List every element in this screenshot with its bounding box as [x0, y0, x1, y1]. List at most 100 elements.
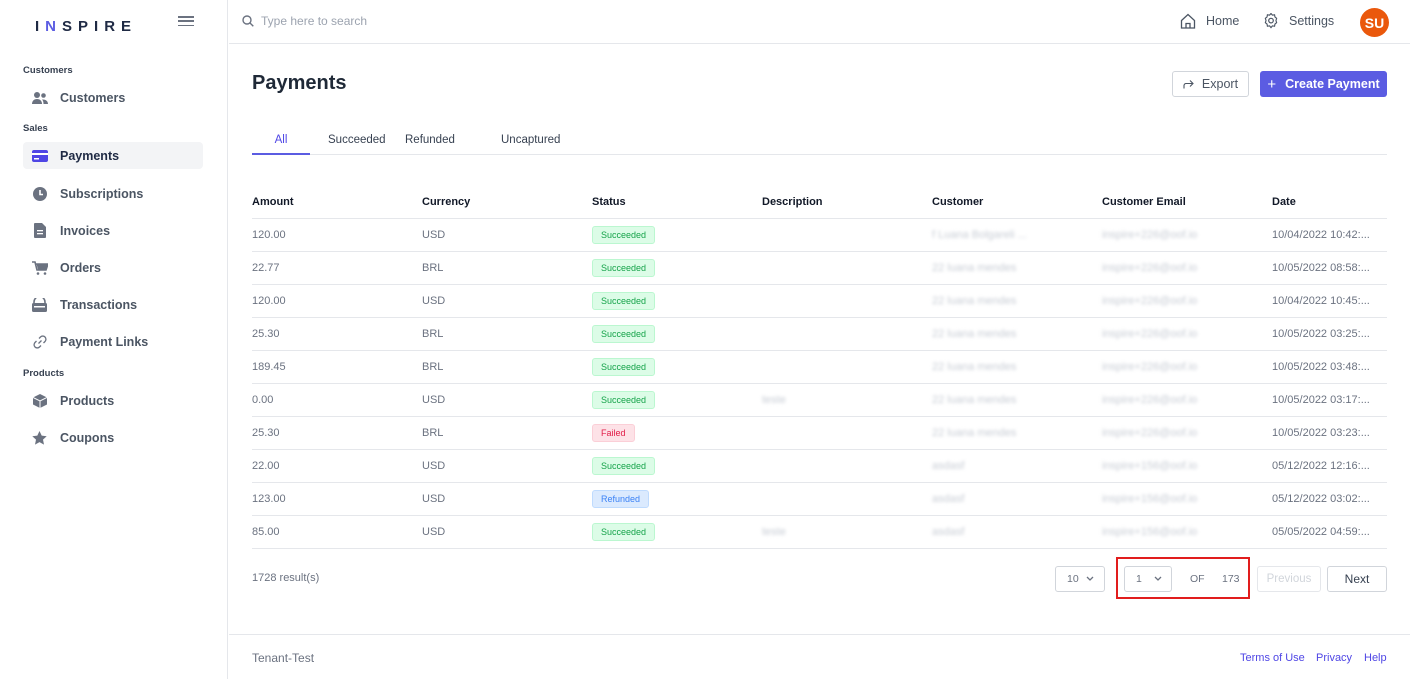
page-number-select[interactable]: 1	[1124, 566, 1172, 592]
sidebar-item-customers[interactable]: Customers	[23, 84, 203, 111]
sidebar-item-transactions[interactable]: Transactions	[23, 291, 203, 318]
status-badge: Succeeded	[592, 457, 656, 475]
email-cell: inspire+156@oof.io	[1102, 526, 1198, 538]
table-row[interactable]: 25.30 BRL Succeeded 22 luana mendes inspire+…	[252, 318, 1387, 351]
users-icon	[31, 89, 48, 106]
description-cell: teste	[762, 526, 786, 538]
column-header-customer[interactable]: Customer	[932, 196, 984, 208]
status-cell: Succeeded	[592, 292, 762, 310]
email-cell: inspire+226@oof.io	[1102, 427, 1198, 439]
home-link[interactable]: Home	[1180, 13, 1239, 29]
page-size-value: 10	[1067, 573, 1079, 585]
tab-uncaptured[interactable]: Uncaptured	[501, 134, 561, 146]
home-label: Home	[1206, 14, 1240, 28]
customer-cell: asdasf	[932, 493, 965, 505]
sidebar-item-coupons[interactable]: Coupons	[23, 424, 203, 451]
email-cell: inspire+226@oof.io	[1102, 361, 1198, 373]
date-cell: 05/05/2022 04:59:...	[1272, 526, 1370, 538]
date-cell: 10/05/2022 03:25:...	[1272, 328, 1370, 340]
date-cell: 10/04/2022 10:42:...	[1272, 229, 1370, 241]
table-body: 120.00 USD Succeeded f Luana Bolgareli ... i…	[252, 219, 1387, 549]
export-button[interactable]: Export	[1172, 71, 1249, 97]
export-arrow-icon	[1183, 79, 1194, 89]
status-cell: Succeeded	[592, 325, 762, 343]
customer-cell: 22 luana mendes	[932, 394, 1017, 406]
privacy-link[interactable]: Privacy	[1316, 652, 1353, 664]
sidebar-item-products[interactable]: Products	[23, 387, 203, 414]
amount-cell: 0.00	[252, 394, 274, 406]
sidebar-item-label: Payment Links	[60, 334, 149, 349]
sidebar-item-invoices[interactable]: Invoices	[23, 217, 203, 244]
page-size-select[interactable]: 10	[1055, 566, 1105, 592]
column-header-amount[interactable]: Amount	[252, 196, 294, 208]
currency-cell: BRL	[422, 361, 444, 373]
sidebar-item-payment-links[interactable]: Payment Links	[23, 328, 203, 355]
column-header-status[interactable]: Status	[592, 196, 626, 208]
sidebar-item-subscriptions[interactable]: Subscriptions	[23, 180, 203, 207]
sidebar-item-label: Payments	[60, 148, 120, 163]
next-button[interactable]: Next	[1327, 566, 1387, 592]
status-badge: Succeeded	[592, 391, 656, 409]
column-header-description[interactable]: Description	[762, 196, 823, 208]
description-cell: teste	[762, 394, 786, 406]
customer-cell: 22 luana mendes	[932, 262, 1017, 274]
sidebar-item-label: Invoices	[60, 223, 111, 238]
brand-logo[interactable]: I N SPIRE	[35, 17, 138, 35]
table-row[interactable]: 22.77 BRL Succeeded 22 luana mendes inspire+…	[252, 252, 1387, 285]
table-row[interactable]: 0.00 USD Succeeded teste 22 luana mendes insp…	[252, 384, 1387, 417]
amount-cell: 120.00	[252, 229, 286, 241]
document-icon	[31, 222, 48, 239]
help-link[interactable]: Help	[1364, 652, 1387, 664]
sidebar-item-label: Products	[60, 393, 115, 408]
search-input[interactable]	[261, 14, 561, 28]
tab-refunded[interactable]: Refunded	[405, 134, 455, 146]
tab-succeeded[interactable]: Succeeded	[328, 134, 386, 146]
search-bar	[242, 14, 561, 28]
chevron-down-icon	[1154, 576, 1162, 582]
table-row[interactable]: 189.45 BRL Succeeded 22 luana mendes inspire…	[252, 351, 1387, 384]
table-row[interactable]: 85.00 USD Succeeded teste asdasf inspire+156@…	[252, 516, 1387, 549]
previous-button[interactable]: Previous	[1257, 566, 1321, 592]
email-cell: inspire+226@oof.io	[1102, 328, 1198, 340]
cart-icon	[31, 259, 48, 276]
email-cell: inspire+226@oof.io	[1102, 229, 1198, 241]
column-header-customer-email[interactable]: Customer Email	[1102, 196, 1186, 208]
terms-link[interactable]: Terms of Use	[1240, 652, 1305, 664]
sidebar-item-label: Customers	[60, 90, 126, 105]
home-icon	[1180, 13, 1196, 29]
status-cell: Succeeded	[592, 457, 762, 475]
status-cell: Failed	[592, 424, 762, 442]
date-cell: 10/05/2022 03:23:...	[1272, 427, 1370, 439]
settings-link[interactable]: Settings	[1263, 13, 1334, 29]
avatar[interactable]: SU	[1360, 8, 1389, 37]
table-row[interactable]: 120.00 USD Succeeded 22 luana mendes inspire…	[252, 285, 1387, 318]
table-row[interactable]: 123.00 USD Refunded asdasf inspire+156@oof.i…	[252, 483, 1387, 516]
table-row[interactable]: 25.30 BRL Failed 22 luana mendes inspire+226…	[252, 417, 1387, 450]
tab-all[interactable]: All	[252, 134, 310, 155]
sidebar-section-sales: Sales	[23, 123, 48, 134]
status-cell: Succeeded	[592, 391, 762, 409]
date-cell: 10/05/2022 03:48:...	[1272, 361, 1370, 373]
sidebar-item-payments[interactable]: Payments	[23, 142, 203, 169]
currency-cell: USD	[422, 526, 446, 538]
currency-cell: USD	[422, 460, 446, 472]
currency-cell: BRL	[422, 328, 444, 340]
menu-toggle-icon[interactable]	[178, 14, 194, 28]
column-header-date[interactable]: Date	[1272, 196, 1296, 208]
table-row[interactable]: 22.00 USD Succeeded asdasf inspire+156@oof.i…	[252, 450, 1387, 483]
table-row[interactable]: 120.00 USD Succeeded f Luana Bolgareli ... i…	[252, 219, 1387, 252]
create-payment-button[interactable]: + Create Payment	[1260, 71, 1387, 97]
date-cell: 10/05/2022 08:58:...	[1272, 262, 1370, 274]
column-header-currency[interactable]: Currency	[422, 196, 471, 208]
status-cell: Succeeded	[592, 259, 762, 277]
chevron-down-icon	[1086, 576, 1094, 582]
settings-label: Settings	[1289, 14, 1335, 28]
status-badge: Succeeded	[592, 358, 656, 376]
status-cell: Refunded	[592, 490, 762, 508]
wallet-icon	[31, 296, 48, 313]
highlight-box	[1116, 557, 1250, 599]
sidebar-item-orders[interactable]: Orders	[23, 254, 203, 281]
sidebar: I N SPIRE Customers Customers Sales Paymen…	[0, 0, 228, 679]
results-count: 1728 result(s)	[252, 572, 320, 584]
currency-cell: BRL	[422, 262, 444, 274]
